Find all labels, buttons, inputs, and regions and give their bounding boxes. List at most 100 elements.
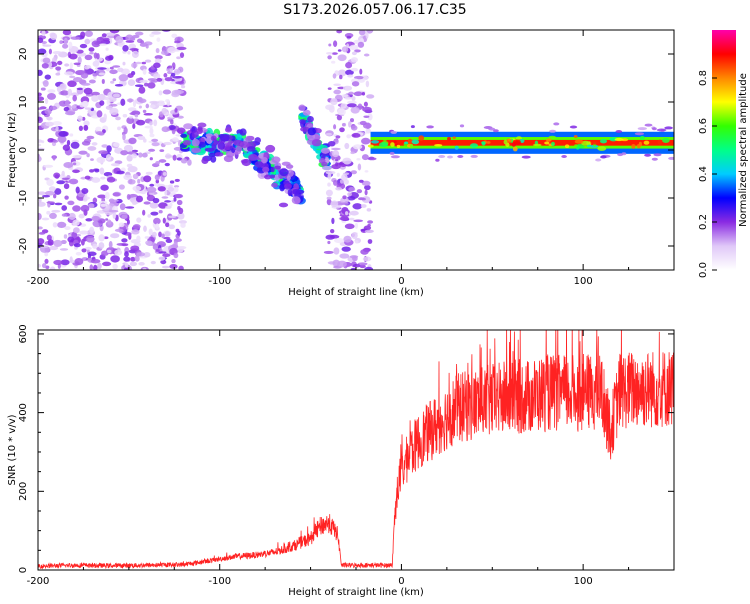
noise-blob — [172, 154, 177, 161]
noise-blob — [157, 186, 166, 192]
noise-blob — [155, 48, 160, 54]
noise-blob — [341, 246, 351, 252]
noise-blob — [54, 202, 63, 206]
noise-blob — [78, 213, 85, 219]
noise-blob — [150, 80, 158, 83]
noise-blob — [96, 131, 104, 136]
noise-blob — [83, 120, 90, 127]
tone-blob — [382, 137, 388, 141]
noise-blob — [151, 142, 160, 147]
tone-blob — [573, 135, 578, 139]
noise-blob — [43, 164, 54, 168]
noise-blob — [367, 223, 371, 227]
noise-blob — [161, 196, 169, 199]
noise-blob — [62, 177, 70, 181]
heatmap-y-tick-label: 10 — [18, 96, 29, 109]
noise-blob — [170, 72, 176, 77]
tone-blob — [614, 137, 624, 142]
noise-blob — [44, 251, 49, 257]
noise-blob — [101, 33, 107, 38]
tone-blob — [657, 139, 663, 145]
noise-blob — [335, 158, 339, 162]
snr-y-tick-label: 200 — [18, 482, 29, 501]
feature-halo — [254, 161, 264, 168]
noise-blob — [119, 203, 126, 211]
noise-blob — [104, 60, 111, 65]
noise-blob — [38, 191, 47, 195]
noise-blob — [337, 108, 346, 116]
tone-blob — [503, 139, 508, 145]
noise-blob — [153, 119, 158, 127]
noise-blob — [134, 31, 144, 36]
noise-blob — [73, 77, 83, 83]
noise-blob — [351, 232, 358, 239]
noise-blob — [354, 240, 359, 244]
heatmap-y-tick-label: -10 — [18, 190, 29, 206]
noise-blob — [337, 54, 347, 62]
noise-blob — [115, 35, 124, 44]
noise-blob — [143, 225, 147, 232]
noise-blob — [149, 33, 155, 38]
noise-blob — [38, 37, 44, 44]
tone-blob — [599, 139, 608, 144]
noise-blob — [145, 240, 153, 246]
feature-halo — [196, 127, 203, 135]
noise-blob — [135, 195, 144, 203]
noise-blob — [142, 109, 147, 114]
noise-blob — [362, 106, 372, 113]
noise-blob — [67, 200, 75, 206]
noise-blob — [121, 238, 128, 243]
snr-x-tick-label: 100 — [574, 576, 593, 587]
feature-halo — [245, 135, 253, 143]
noise-blob — [85, 235, 95, 243]
noise-blob — [135, 119, 146, 126]
noise-blob — [149, 133, 155, 138]
feature-blob — [315, 149, 322, 154]
noise-blob — [54, 188, 62, 195]
noise-blob — [327, 172, 332, 180]
noise-blob — [325, 189, 333, 197]
tone-halo — [668, 156, 674, 160]
noise-blob — [126, 219, 130, 225]
noise-blob — [149, 157, 153, 161]
noise-blob — [98, 242, 105, 249]
noise-blob — [67, 236, 75, 243]
tone-blob — [590, 141, 600, 145]
noise-blob — [63, 37, 68, 45]
noise-blob — [49, 245, 59, 251]
noise-blob — [149, 104, 156, 109]
noise-blob — [89, 264, 94, 270]
tone-halo — [488, 127, 496, 131]
noise-blob — [88, 79, 96, 84]
noise-blob — [38, 48, 47, 55]
noise-blob — [176, 246, 184, 253]
noise-blob — [139, 79, 148, 84]
noise-blob — [128, 115, 134, 119]
noise-blob — [348, 91, 354, 95]
noise-blob — [122, 133, 126, 141]
noise-blob — [89, 109, 97, 117]
noise-blob — [97, 262, 102, 270]
noise-blob — [164, 77, 173, 82]
noise-blob — [73, 227, 80, 234]
noise-blob — [350, 125, 358, 131]
noise-blob — [107, 219, 112, 225]
noise-blob — [358, 30, 366, 36]
colorbar-tick-label: 0.2 — [698, 214, 709, 230]
feature-halo — [322, 165, 332, 171]
noise-blob — [86, 135, 95, 140]
noise-blob — [349, 210, 359, 216]
noise-blob — [59, 83, 66, 89]
noise-blob — [327, 87, 332, 90]
feature-halo — [214, 152, 224, 157]
noise-blob — [105, 218, 109, 221]
noise-blob — [151, 138, 159, 143]
tone-blob — [486, 141, 491, 144]
noise-blob — [134, 255, 140, 262]
noise-blob — [65, 99, 70, 107]
tone-halo — [459, 124, 465, 128]
snr-y-axis-label: SNR (10 * v/v) — [7, 414, 18, 485]
tone-halo — [656, 128, 667, 132]
noise-blob — [52, 139, 59, 143]
noise-blob — [100, 176, 106, 180]
